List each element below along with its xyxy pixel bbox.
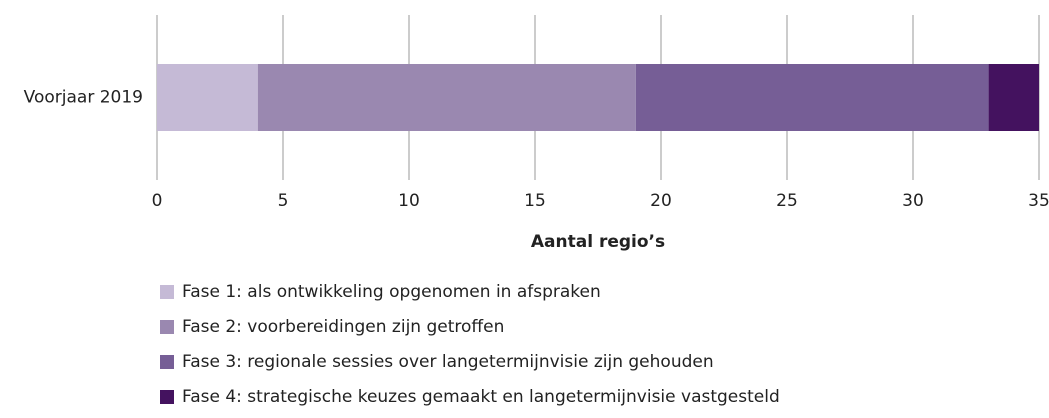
x-tick-label: 30 — [902, 191, 924, 211]
legend-label: Fase 4: strategische keuzes gemaakt en l… — [182, 387, 780, 407]
x-tick-label: 5 — [278, 191, 289, 211]
legend-swatch — [160, 320, 174, 334]
x-axis-label: Aantal regio’s — [531, 232, 665, 252]
x-tick-label: 10 — [398, 191, 420, 211]
legend-swatch — [160, 285, 174, 299]
x-tick-label: 20 — [650, 191, 672, 211]
x-tick-label: 25 — [776, 191, 798, 211]
x-tick-label: 15 — [524, 191, 546, 211]
legend-swatch — [160, 355, 174, 369]
legend-label: Fase 3: regionale sessies over langeterm… — [182, 352, 714, 372]
x-tick-label: 35 — [1028, 191, 1049, 211]
bar-segment — [257, 64, 636, 131]
legend-label: Fase 1: als ontwikkeling opgenomen in af… — [182, 282, 601, 302]
legend-swatch — [160, 390, 174, 404]
bar-segment — [157, 64, 258, 131]
x-tick-label: 0 — [152, 191, 163, 211]
legend-label: Fase 2: voorbereidingen zijn getroffen — [182, 317, 504, 337]
bar-segment — [635, 64, 989, 131]
bar-segment — [988, 64, 1039, 131]
y-tick-label: Voorjaar 2019 — [24, 88, 143, 108]
